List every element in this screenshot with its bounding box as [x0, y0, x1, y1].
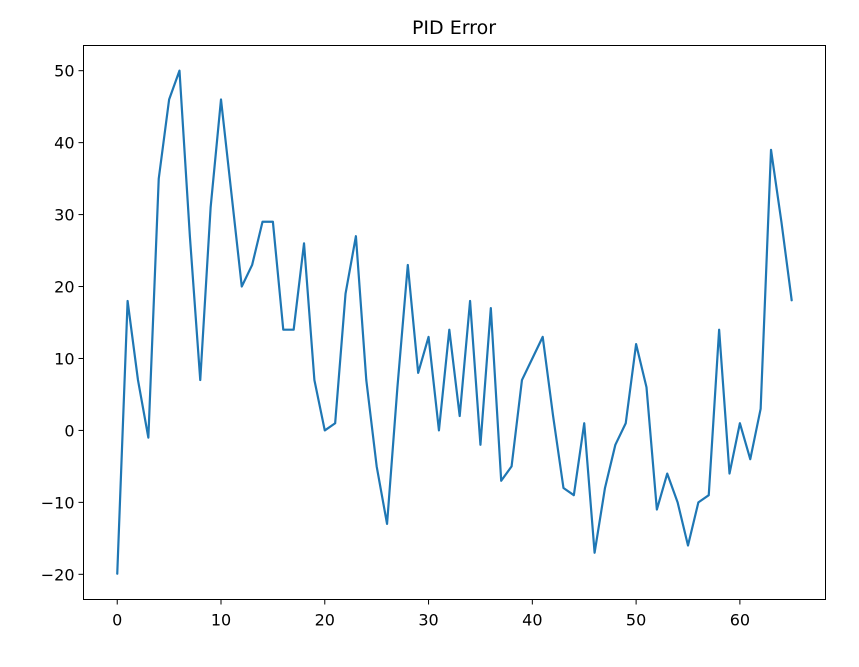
data-point — [677, 502, 678, 503]
data-point — [563, 487, 564, 488]
data-point — [594, 552, 595, 553]
x-tick-label: 40 — [522, 611, 542, 630]
y-axis-ticks: −20 −10 0 10 20 30 40 50 — [41, 62, 84, 585]
y-tick-label: −10 — [41, 493, 75, 512]
data-point — [293, 329, 294, 330]
data-point — [355, 236, 356, 237]
data-point — [272, 221, 273, 222]
x-tick-label: 30 — [418, 611, 438, 630]
data-point — [687, 545, 688, 546]
data-point — [501, 480, 502, 481]
data-point — [117, 574, 118, 575]
data-point — [127, 300, 128, 301]
data-point — [636, 343, 637, 344]
data-point — [241, 286, 242, 287]
data-point — [397, 387, 398, 388]
data-point — [283, 329, 284, 330]
data-point — [573, 495, 574, 496]
data-point — [376, 466, 377, 467]
series-points — [117, 70, 793, 575]
data-point — [418, 372, 419, 373]
data-point — [469, 300, 470, 301]
y-tick-label: 40 — [54, 134, 74, 153]
data-point — [137, 379, 138, 380]
data-point — [615, 444, 616, 445]
data-point — [189, 236, 190, 237]
data-point — [200, 379, 201, 380]
data-point — [667, 473, 668, 474]
data-point — [210, 207, 211, 208]
data-point — [179, 70, 180, 71]
data-point — [335, 423, 336, 424]
data-point — [552, 415, 553, 416]
data-point — [324, 430, 325, 431]
data-point — [604, 487, 605, 488]
data-point — [729, 473, 730, 474]
data-point — [521, 379, 522, 380]
data-point — [345, 293, 346, 294]
data-point — [584, 423, 585, 424]
data-point — [770, 149, 771, 150]
y-tick-label: 30 — [54, 206, 74, 225]
x-tick-label: 0 — [112, 611, 122, 630]
data-point — [407, 264, 408, 265]
data-point — [449, 329, 450, 330]
data-point — [169, 99, 170, 100]
x-tick-label: 60 — [730, 611, 750, 630]
y-tick-label: −20 — [41, 565, 75, 584]
data-point — [511, 466, 512, 467]
data-point — [542, 336, 543, 337]
data-point — [750, 459, 751, 460]
data-point — [708, 495, 709, 496]
data-point — [148, 437, 149, 438]
data-point — [231, 192, 232, 193]
plot-frame — [84, 46, 826, 600]
y-tick-label: 20 — [54, 278, 74, 297]
data-point — [760, 408, 761, 409]
chart-title: PID Error — [412, 17, 496, 39]
x-axis-ticks: 0 10 20 30 40 50 60 — [112, 600, 750, 630]
data-point — [459, 415, 460, 416]
data-point — [438, 430, 439, 431]
data-point — [252, 264, 253, 265]
data-point — [386, 523, 387, 524]
data-point — [791, 300, 792, 301]
data-point — [656, 509, 657, 510]
x-tick-label: 20 — [315, 611, 335, 630]
data-point — [781, 221, 782, 222]
data-point — [625, 423, 626, 424]
x-tick-label: 50 — [626, 611, 646, 630]
x-tick-label: 10 — [211, 611, 231, 630]
data-point — [314, 379, 315, 380]
data-point — [646, 387, 647, 388]
data-point — [739, 423, 740, 424]
y-tick-label: 50 — [54, 62, 74, 81]
series-line — [117, 71, 792, 575]
data-point — [220, 99, 221, 100]
data-point — [532, 358, 533, 359]
y-tick-label: 0 — [64, 421, 74, 440]
y-tick-label: 10 — [54, 349, 74, 368]
data-point — [158, 178, 159, 179]
data-point — [698, 502, 699, 503]
data-point — [719, 329, 720, 330]
data-point — [490, 308, 491, 309]
data-point — [262, 221, 263, 222]
data-point — [303, 243, 304, 244]
data-point — [366, 379, 367, 380]
data-point — [480, 444, 481, 445]
data-point — [428, 336, 429, 337]
